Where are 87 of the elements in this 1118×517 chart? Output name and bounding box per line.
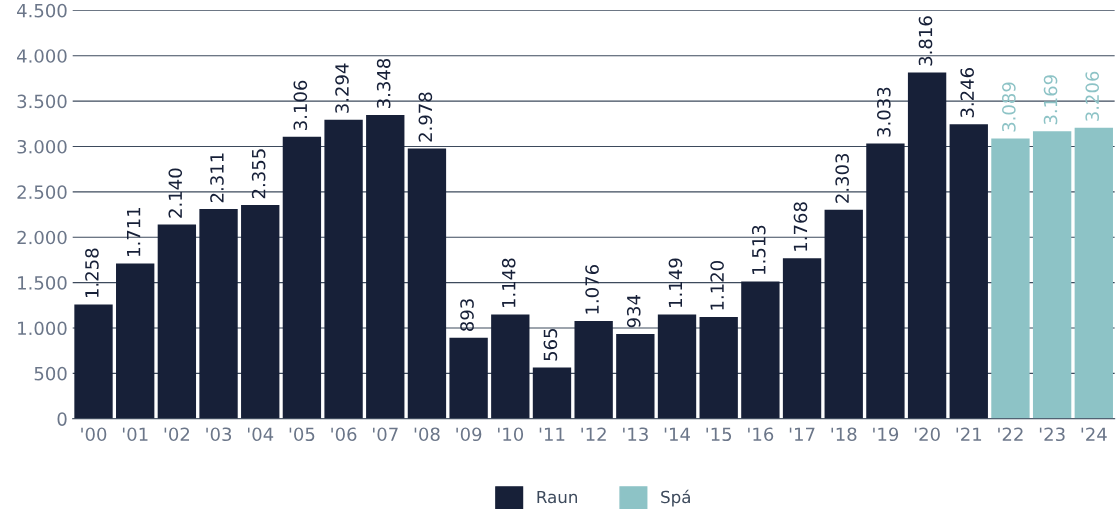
y-tick-label: 1.000 [18,321,67,336]
x-tick-label: '14 [664,427,690,441]
bar [366,114,405,419]
data-label: 3.106 [293,80,308,130]
bar [616,334,655,419]
data-label: 3.246 [960,68,975,118]
x-tick-label: '11 [539,427,565,441]
bar [866,143,905,419]
y-tick-label: 3.500 [17,94,67,109]
x-tick-label: '16 [748,427,774,442]
bar [449,337,488,419]
data-label: 2.311 [210,153,224,203]
y-tick-label: 4.000 [17,49,67,63]
bar [407,148,447,419]
bar [157,224,197,419]
bar [532,367,572,419]
x-tick-label: '03 [206,427,232,442]
x-tick-label: '00 [81,427,107,442]
data-label: 1.258 [85,248,99,298]
bar [574,321,613,419]
legend-label: Spá [661,489,690,507]
data-label: 3.348 [376,58,391,108]
x-tick-label: '15 [706,427,732,442]
data-label: 2.355 [251,149,266,199]
data-label: 1.076 [585,265,599,314]
bar [324,119,363,419]
data-label: 934 [626,294,641,328]
bar [199,209,238,419]
x-tick-label: '10 [498,427,524,442]
x-tick-label: '18 [831,427,857,442]
x-tick-label: '22 [998,427,1023,441]
x-tick-label: '12 [581,427,606,441]
x-tick-label: '17 [789,427,815,441]
bar [241,205,280,419]
data-label: 1.513 [751,225,766,274]
bar [282,136,322,419]
y-tick-label: 500 [34,366,67,381]
data-label: 2.978 [418,92,433,142]
x-tick-label: '09 [456,427,482,442]
data-label: 893 [460,299,474,331]
data-label: 3.033 [876,87,891,137]
x-tick-label: '13 [623,427,648,442]
y-tick-label: 2.000 [17,230,67,245]
bar [1074,127,1113,419]
x-tick-label: '04 [247,427,274,442]
bar [741,281,780,419]
bar [116,263,155,419]
x-tick-label: '19 [873,427,899,442]
bar [657,314,697,419]
bar [824,209,863,419]
x-tick-label: '08 [414,427,440,442]
legend-label: Raun [537,490,577,504]
bar [74,304,113,419]
bar [782,258,822,419]
x-tick-label: '21 [956,427,982,441]
data-label: 1.149 [668,258,683,307]
bar [907,72,947,419]
x-tick-label: '24 [1081,427,1107,441]
data-label: 2.303 [835,153,849,203]
y-tick-label: 1.500 [18,276,67,290]
bar [699,317,738,419]
x-tick-label: '01 [122,427,148,442]
x-tick-label: '06 [331,427,357,442]
y-tick-label: 4.500 [17,3,67,18]
x-tick-label: '02 [164,427,190,442]
data-label: 1.120 [710,261,724,310]
x-tick-label: '23 [1039,427,1065,442]
bar [491,314,530,419]
bar [991,138,1030,419]
data-label: 1.148 [501,258,516,308]
data-label: 2.140 [168,168,183,218]
data-label: 3.089 [1002,82,1016,132]
bar [949,124,988,419]
x-tick-label: '20 [914,427,940,442]
data-label: 1.768 [793,202,808,251]
y-tick-label: 3.000 [17,139,67,154]
data-label: 3.816 [918,16,933,66]
data-label: 3.294 [335,63,349,113]
x-tick-label: '07 [373,427,398,442]
data-label: 3.206 [1085,71,1100,121]
data-label: 3.169 [1043,75,1058,125]
data-label: 565 [543,329,558,361]
x-tick-label: '05 [289,427,315,442]
data-label: 1.711 [127,207,141,256]
bar [1032,131,1072,419]
y-tick-label: 0 [57,412,67,426]
y-tick-label: 2.500 [17,185,67,199]
